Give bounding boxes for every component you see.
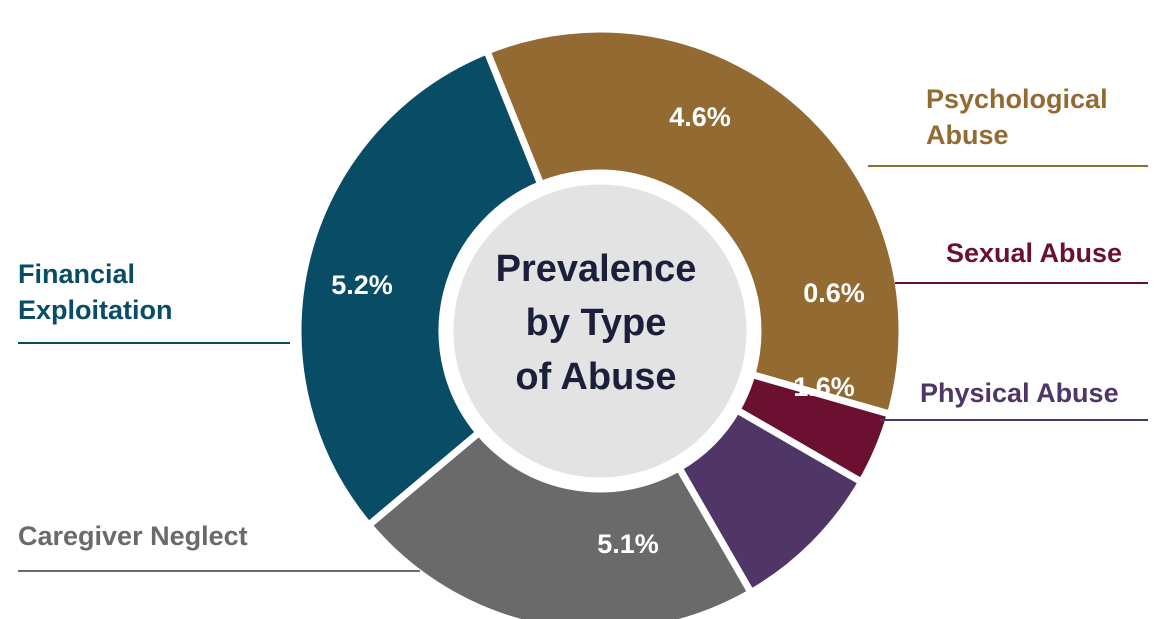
category-label-psychological-abuse: Psychological Abuse xyxy=(926,84,1108,150)
value-labels: 4.6% 0.6% 1.6% 5.1% 5.2% xyxy=(331,102,865,559)
category-label-physical-abuse: Physical Abuse xyxy=(920,378,1119,408)
donut-slices xyxy=(294,25,906,619)
category-labels: Psychological Abuse Sexual Abuse Physical A… xyxy=(18,84,1122,551)
slice-financial-exploitation xyxy=(294,46,546,531)
value-label-psychological-abuse: 4.6% xyxy=(669,102,731,132)
center-disc xyxy=(446,177,754,485)
value-label-caregiver-neglect: 5.1% xyxy=(597,529,659,559)
slice-caregiver-neglect xyxy=(363,427,756,619)
category-label-financial-exploitation: Financial Exploitation xyxy=(18,259,173,325)
value-label-sexual-abuse: 0.6% xyxy=(803,278,865,308)
slice-psychological-abuse xyxy=(482,25,906,419)
category-label-sexual-abuse: Sexual Abuse xyxy=(946,238,1122,268)
leader-lines xyxy=(18,165,1148,572)
category-label-caregiver-neglect: Caregiver Neglect xyxy=(18,521,248,551)
chart-title: Prevalence by Type of Abuse xyxy=(496,248,697,398)
value-label-financial-exploitation: 5.2% xyxy=(331,270,393,300)
value-label-physical-abuse: 1.6% xyxy=(793,372,855,402)
